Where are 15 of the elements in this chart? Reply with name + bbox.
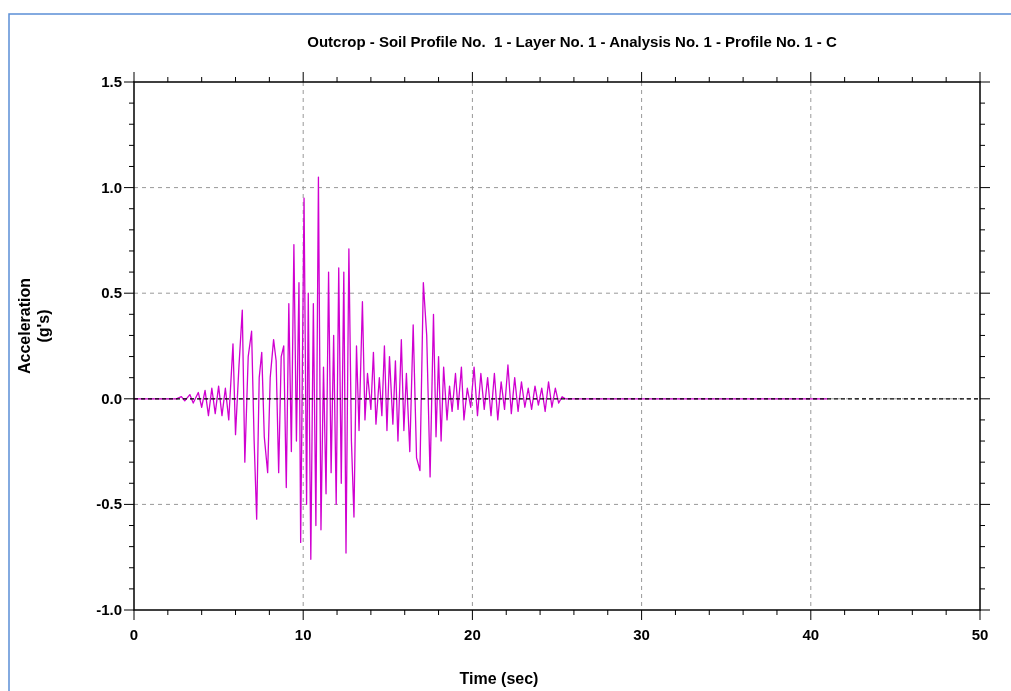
y-tick-label: -1.0	[96, 601, 122, 618]
x-tick-label: 10	[294, 626, 312, 643]
y-tick-label: -0.5	[96, 495, 122, 513]
x-tick-label: 50	[971, 626, 989, 643]
y-axis-title: Acceleration (g's)	[16, 277, 52, 375]
x-tick-label: 30	[633, 626, 650, 643]
y-tick-label: 1.0	[101, 178, 122, 196]
x-tick-label: 40	[802, 626, 820, 643]
x-axis-title: Time (sec)	[459, 670, 539, 687]
y-tick-label: 0.5	[101, 284, 122, 302]
x-tick-label: 0	[129, 626, 139, 643]
chart-title: Outcrop - Soil Profile No. 1 - Layer No. 1 - Analysis No. 1 - Profile No. 1 - C	[307, 33, 837, 50]
x-tick-label: 20	[464, 626, 481, 643]
y-tick-label: 1.5	[101, 73, 122, 90]
y-tick-label: 0.0	[101, 389, 122, 407]
